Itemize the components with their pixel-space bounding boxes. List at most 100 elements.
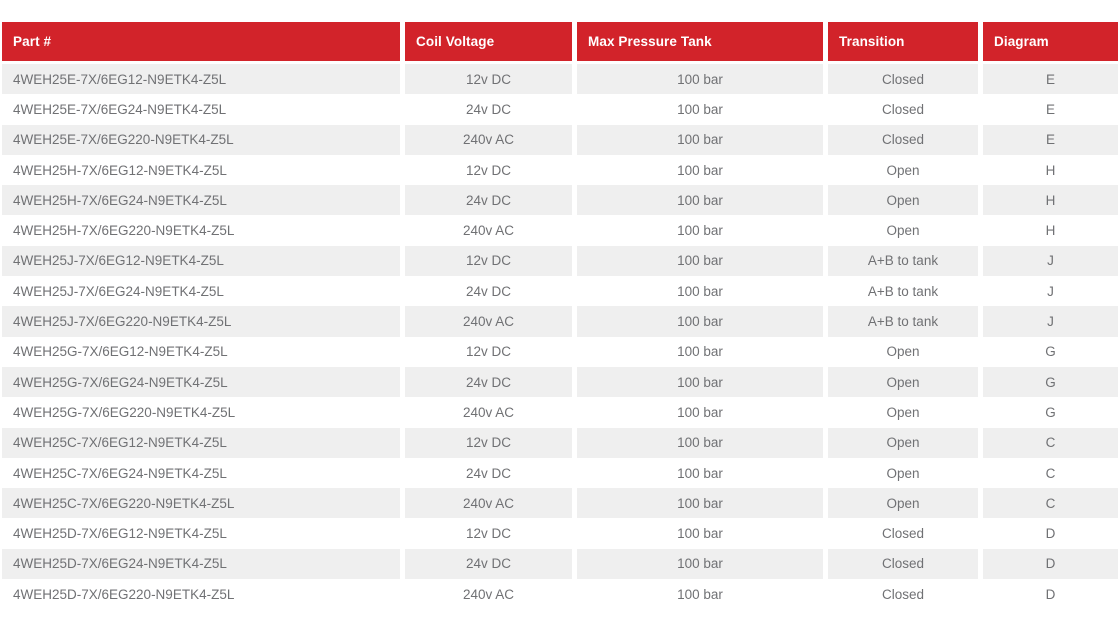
cell-diagram: E: [983, 64, 1118, 95]
cell-max-pressure-tank: 100 bar: [577, 276, 823, 307]
table-row: 4WEH25J-7X/6EG12-N9ETK4-Z5L 12v DC 100 bar…: [2, 245, 1118, 277]
cell-coil-voltage: 12v DC: [405, 518, 572, 549]
cell-diagram: H: [983, 154, 1118, 186]
cell-coil-voltage: 12v DC: [405, 427, 572, 458]
cell-diagram: G: [983, 366, 1118, 398]
cell-part-number: 4WEH25D-7X/6EG12-N9ETK4-Z5L: [2, 518, 400, 549]
cell-diagram: C: [983, 457, 1118, 489]
cell-max-pressure-tank: 100 bar: [577, 579, 823, 610]
cell-part-number: 4WEH25J-7X/6EG12-N9ETK4-Z5L: [2, 245, 400, 277]
cell-transition: Open: [828, 336, 978, 367]
cell-diagram: G: [983, 397, 1118, 428]
cell-coil-voltage: 240v AC: [405, 215, 572, 246]
cell-coil-voltage: 24v DC: [405, 548, 572, 580]
table-header-row: Part # Coil Voltage Max Pressure Tank Trans…: [2, 22, 1118, 61]
table-row: 4WEH25J-7X/6EG24-N9ETK4-Z5L 24v DC 100 bar…: [2, 276, 1118, 307]
cell-part-number: 4WEH25H-7X/6EG220-N9ETK4-Z5L: [2, 215, 400, 246]
cell-coil-voltage: 24v DC: [405, 276, 572, 307]
cell-max-pressure-tank: 100 bar: [577, 457, 823, 489]
table-row: 4WEH25G-7X/6EG24-N9ETK4-Z5L 24v DC 100 bar…: [2, 366, 1118, 398]
cell-part-number: 4WEH25C-7X/6EG12-N9ETK4-Z5L: [2, 427, 400, 458]
cell-part-number: 4WEH25G-7X/6EG12-N9ETK4-Z5L: [2, 336, 400, 367]
cell-part-number: 4WEH25C-7X/6EG24-N9ETK4-Z5L: [2, 457, 400, 489]
cell-diagram: G: [983, 336, 1118, 367]
cell-part-number: 4WEH25G-7X/6EG220-N9ETK4-Z5L: [2, 397, 400, 428]
cell-transition: Closed: [828, 94, 978, 125]
table-row: 4WEH25D-7X/6EG24-N9ETK4-Z5L 24v DC 100 bar…: [2, 548, 1118, 580]
cell-part-number: 4WEH25D-7X/6EG24-N9ETK4-Z5L: [2, 548, 400, 580]
cell-transition: Closed: [828, 64, 978, 95]
column-header-max-pressure-tank: Max Pressure Tank: [577, 22, 823, 61]
cell-max-pressure-tank: 100 bar: [577, 245, 823, 277]
cell-coil-voltage: 240v AC: [405, 124, 572, 155]
table-row: 4WEH25H-7X/6EG220-N9ETK4-Z5L 240v AC 100 b…: [2, 215, 1118, 246]
cell-transition: A+B to tank: [828, 306, 978, 337]
parts-spec-table: Part # Coil Voltage Max Pressure Tank Trans…: [2, 22, 1118, 610]
cell-part-number: 4WEH25C-7X/6EG220-N9ETK4-Z5L: [2, 488, 400, 519]
column-header-transition: Transition: [828, 22, 978, 61]
cell-part-number: 4WEH25H-7X/6EG12-N9ETK4-Z5L: [2, 154, 400, 186]
cell-diagram: E: [983, 124, 1118, 155]
cell-diagram: D: [983, 548, 1118, 580]
cell-coil-voltage: 12v DC: [405, 245, 572, 277]
cell-coil-voltage: 240v AC: [405, 306, 572, 337]
cell-max-pressure-tank: 100 bar: [577, 366, 823, 398]
table-body: 4WEH25E-7X/6EG12-N9ETK4-Z5L 12v DC 100 bar…: [2, 64, 1118, 610]
cell-max-pressure-tank: 100 bar: [577, 427, 823, 458]
cell-transition: Open: [828, 397, 978, 428]
table-row: 4WEH25C-7X/6EG12-N9ETK4-Z5L 12v DC 100 bar…: [2, 427, 1118, 458]
cell-diagram: C: [983, 488, 1118, 519]
table-row: 4WEH25G-7X/6EG12-N9ETK4-Z5L 12v DC 100 bar…: [2, 336, 1118, 367]
cell-coil-voltage: 24v DC: [405, 366, 572, 398]
cell-max-pressure-tank: 100 bar: [577, 336, 823, 367]
cell-max-pressure-tank: 100 bar: [577, 306, 823, 337]
table-row: 4WEH25C-7X/6EG220-N9ETK4-Z5L 240v AC 100 b…: [2, 488, 1118, 519]
cell-part-number: 4WEH25J-7X/6EG220-N9ETK4-Z5L: [2, 306, 400, 337]
table-row: 4WEH25D-7X/6EG220-N9ETK4-Z5L 240v AC 100 b…: [2, 579, 1118, 610]
column-header-part-number: Part #: [2, 22, 400, 61]
table-row: 4WEH25G-7X/6EG220-N9ETK4-Z5L 240v AC 100 b…: [2, 397, 1118, 428]
cell-part-number: 4WEH25D-7X/6EG220-N9ETK4-Z5L: [2, 579, 400, 610]
cell-part-number: 4WEH25G-7X/6EG24-N9ETK4-Z5L: [2, 366, 400, 398]
cell-transition: Open: [828, 488, 978, 519]
cell-transition: Open: [828, 215, 978, 246]
cell-part-number: 4WEH25E-7X/6EG220-N9ETK4-Z5L: [2, 124, 400, 155]
cell-diagram: C: [983, 427, 1118, 458]
cell-coil-voltage: 12v DC: [405, 154, 572, 186]
cell-part-number: 4WEH25H-7X/6EG24-N9ETK4-Z5L: [2, 185, 400, 216]
cell-transition: Open: [828, 185, 978, 216]
cell-max-pressure-tank: 100 bar: [577, 185, 823, 216]
cell-coil-voltage: 12v DC: [405, 336, 572, 367]
cell-transition: A+B to tank: [828, 245, 978, 277]
cell-max-pressure-tank: 100 bar: [577, 397, 823, 428]
cell-coil-voltage: 240v AC: [405, 397, 572, 428]
cell-coil-voltage: 24v DC: [405, 94, 572, 125]
cell-part-number: 4WEH25J-7X/6EG24-N9ETK4-Z5L: [2, 276, 400, 307]
cell-part-number: 4WEH25E-7X/6EG12-N9ETK4-Z5L: [2, 64, 400, 95]
cell-transition: A+B to tank: [828, 276, 978, 307]
cell-transition: Open: [828, 154, 978, 186]
table-row: 4WEH25C-7X/6EG24-N9ETK4-Z5L 24v DC 100 bar…: [2, 457, 1118, 489]
table-row: 4WEH25J-7X/6EG220-N9ETK4-Z5L 240v AC 100 b…: [2, 306, 1118, 337]
column-header-coil-voltage: Coil Voltage: [405, 22, 572, 61]
cell-part-number: 4WEH25E-7X/6EG24-N9ETK4-Z5L: [2, 94, 400, 125]
cell-diagram: J: [983, 276, 1118, 307]
cell-diagram: H: [983, 215, 1118, 246]
cell-coil-voltage: 12v DC: [405, 64, 572, 95]
table-row: 4WEH25E-7X/6EG12-N9ETK4-Z5L 12v DC 100 bar…: [2, 64, 1118, 95]
cell-coil-voltage: 24v DC: [405, 457, 572, 489]
cell-max-pressure-tank: 100 bar: [577, 488, 823, 519]
cell-coil-voltage: 24v DC: [405, 185, 572, 216]
cell-max-pressure-tank: 100 bar: [577, 548, 823, 580]
cell-max-pressure-tank: 100 bar: [577, 154, 823, 186]
cell-diagram: E: [983, 94, 1118, 125]
table-row: 4WEH25E-7X/6EG24-N9ETK4-Z5L 24v DC 100 bar…: [2, 94, 1118, 125]
table-row: 4WEH25D-7X/6EG12-N9ETK4-Z5L 12v DC 100 bar…: [2, 518, 1118, 549]
cell-max-pressure-tank: 100 bar: [577, 518, 823, 549]
cell-diagram: D: [983, 518, 1118, 549]
cell-diagram: J: [983, 306, 1118, 337]
cell-transition: Closed: [828, 579, 978, 610]
table-row: 4WEH25H-7X/6EG24-N9ETK4-Z5L 24v DC 100 bar…: [2, 185, 1118, 216]
table-row: 4WEH25E-7X/6EG220-N9ETK4-Z5L 240v AC 100 b…: [2, 124, 1118, 155]
cell-transition: Open: [828, 457, 978, 489]
